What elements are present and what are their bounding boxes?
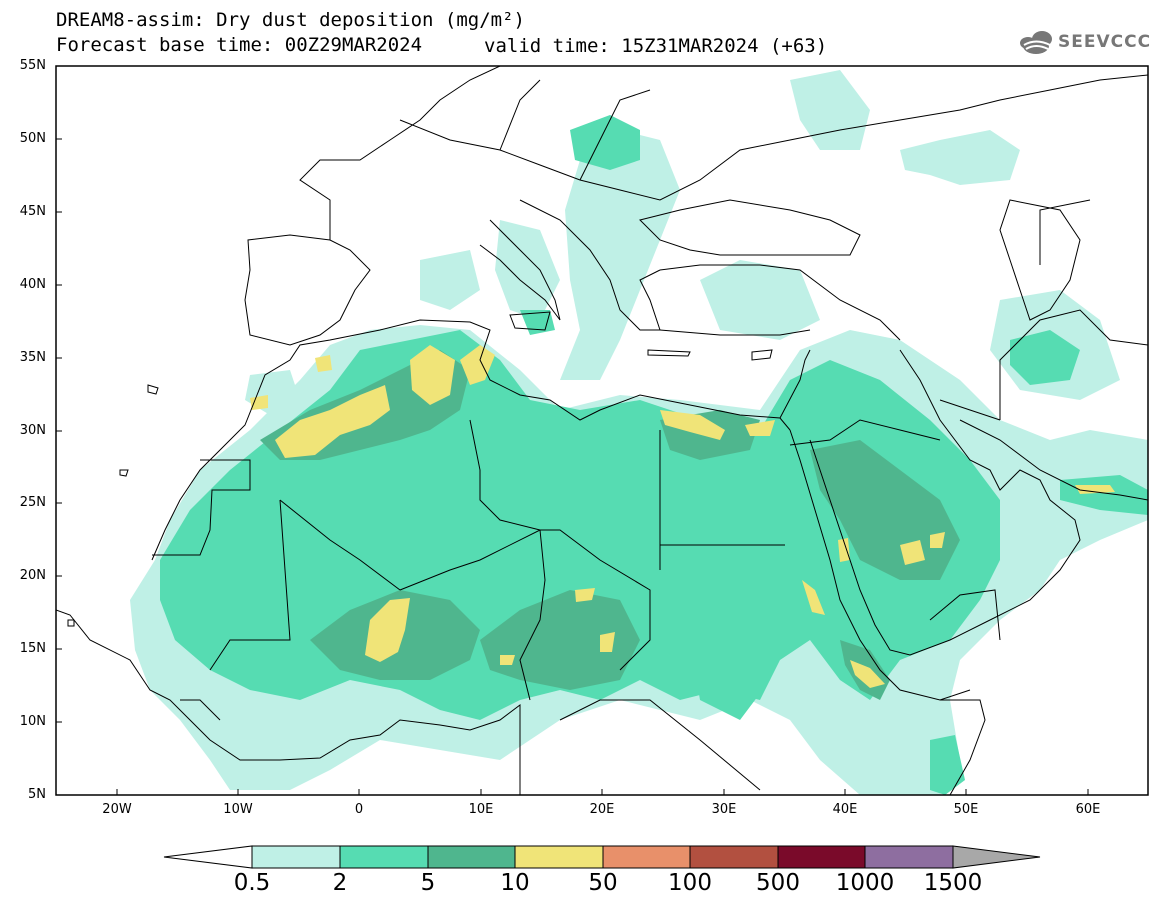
- lon-label-10w: 10W: [223, 802, 253, 817]
- lat-label-15n: 15N: [19, 641, 46, 656]
- lat-label-20n: 20N: [19, 568, 46, 583]
- seevccc-logo: [1020, 31, 1052, 54]
- lon-label-50e: 50E: [953, 802, 979, 817]
- lon-label-0: 0: [354, 802, 364, 817]
- dust-fields: [130, 70, 1148, 795]
- lon-label-60e: 60E: [1075, 802, 1101, 817]
- colorbar-label-1000: 1000: [835, 870, 895, 896]
- colorbar-label-5: 5: [420, 870, 436, 896]
- map-title: DREAM8-assim: Dry dust deposition (mg/m²…: [56, 9, 525, 31]
- colorbar-label-1500: 1500: [923, 870, 983, 896]
- dust-level-10: [250, 345, 1115, 688]
- colorbar-label-0-5: 0.5: [233, 870, 271, 896]
- colorbar-label-500: 500: [756, 870, 800, 896]
- lat-label-25n: 25N: [19, 495, 46, 510]
- colorbar-label-100: 100: [668, 870, 712, 896]
- lon-label-40e: 40E: [832, 802, 858, 817]
- valid-time: valid time: 15Z31MAR2024 (+63): [484, 35, 828, 57]
- colorbar-label-10: 10: [500, 870, 530, 896]
- colorbar-label-50: 50: [588, 870, 618, 896]
- lat-label-40n: 40N: [19, 277, 46, 292]
- lon-label-10e: 10E: [468, 802, 494, 817]
- lon-label-20e: 20E: [589, 802, 615, 817]
- base-time: Forecast base time: 00Z29MAR2024: [56, 34, 423, 56]
- lat-label-5n: 5N: [28, 787, 46, 802]
- axis-ticks: [56, 65, 1089, 795]
- logo-text: SEEVCCC: [1058, 32, 1152, 52]
- coastlines: [56, 66, 1148, 795]
- lat-label-30n: 30N: [19, 423, 46, 438]
- lat-label-10n: 10N: [19, 714, 46, 729]
- lat-label-45n: 45N: [19, 204, 46, 219]
- lat-label-35n: 35N: [19, 350, 46, 365]
- colorbar-label-2: 2: [332, 870, 348, 896]
- lat-label-55n: 55N: [19, 58, 46, 73]
- lon-label-20w: 20W: [102, 802, 132, 817]
- lon-label-30e: 30E: [711, 802, 737, 817]
- lat-label-50n: 50N: [19, 131, 46, 146]
